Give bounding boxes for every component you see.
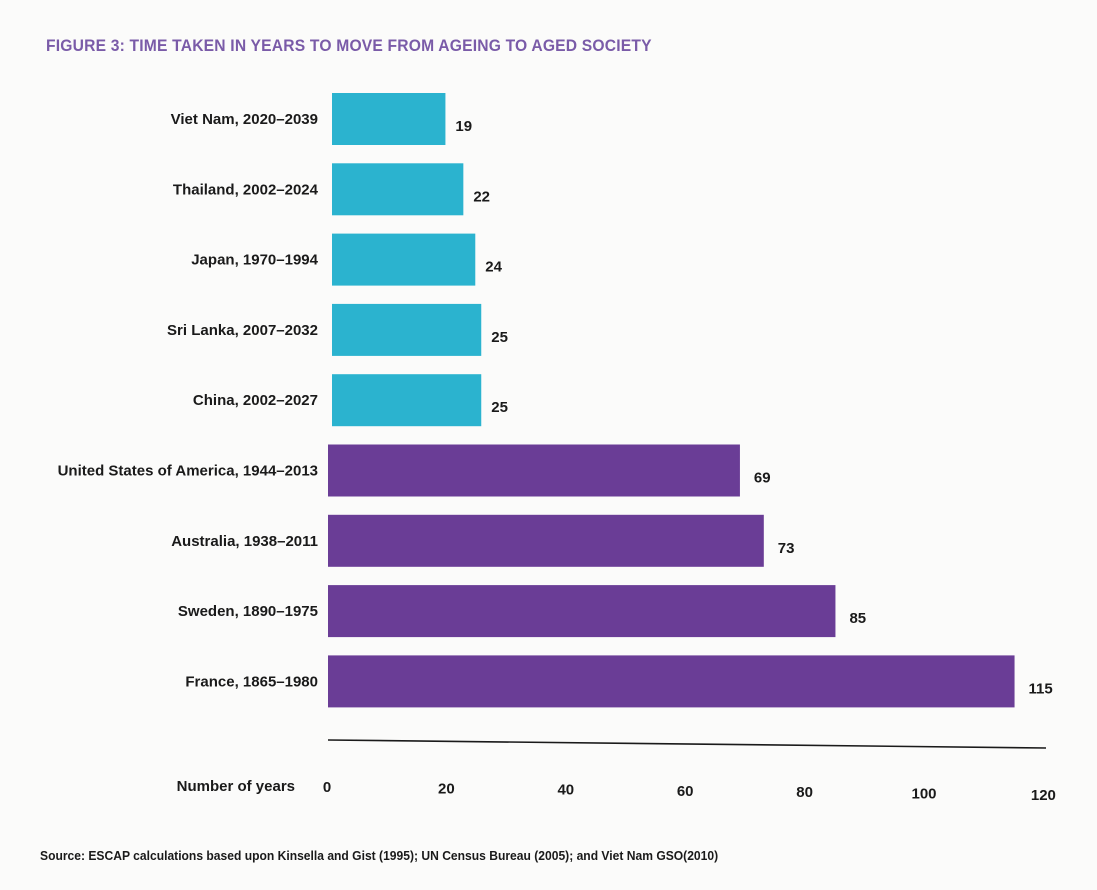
bar-2: [332, 163, 464, 216]
value-labels-group: 19 22 24 25 25 69 73 85 115: [455, 118, 1052, 697]
value-label-1: 19: [455, 118, 472, 135]
bar-6: [328, 444, 740, 497]
x-axis-line: [327, 739, 1047, 749]
category-label-3: Japan, 1970–1994: [191, 252, 318, 269]
category-label-4: Sri Lanka, 2007–2032: [167, 322, 318, 339]
x-tick-label-40: 40: [557, 782, 574, 799]
value-label-7: 73: [778, 540, 795, 557]
x-tick-label-60: 60: [677, 783, 694, 800]
bar-4: [332, 303, 482, 356]
bar-5: [332, 374, 482, 427]
x-tick-label-100: 100: [911, 786, 936, 803]
category-label-9: France, 1865–1980: [185, 673, 318, 690]
x-tick-label-20: 20: [438, 780, 455, 797]
category-label-7: Australia, 1938–2011: [171, 533, 318, 550]
bar-7: [328, 514, 764, 567]
bar-3: [332, 233, 476, 286]
value-label-8: 85: [849, 610, 866, 627]
category-labels-group: Viet Nam, 2020–2039 Thailand, 2002–2024 Ja…: [58, 111, 319, 690]
category-label-1: Viet Nam, 2020–2039: [171, 111, 318, 128]
value-label-3: 24: [485, 259, 502, 276]
bar-8: [328, 585, 836, 638]
bar-1: [332, 93, 446, 145]
x-tick-label-120: 120: [1031, 787, 1056, 804]
source-note: Source: ESCAP calculations based upon Ki…: [40, 848, 719, 863]
value-label-5: 25: [491, 399, 508, 416]
value-label-2: 22: [473, 188, 490, 205]
category-label-5: China, 2002–2027: [193, 392, 318, 409]
bar-9: [328, 655, 1015, 708]
bars-group: [328, 93, 1015, 708]
category-label-2: Thailand, 2002–2024: [173, 181, 319, 198]
x-axis-title: Number of years: [177, 778, 295, 795]
value-label-4: 25: [491, 329, 508, 346]
bar-chart: Viet Nam, 2020–2039 Thailand, 2002–2024 Ja…: [58, 93, 1056, 804]
category-label-8: Sweden, 1890–1975: [178, 603, 318, 620]
value-label-9: 115: [1029, 680, 1053, 697]
chart-title: FIGURE 3: TIME TAKEN IN YEARS TO MOVE FR…: [46, 36, 652, 55]
x-tick-label-80: 80: [796, 784, 813, 801]
value-label-6: 69: [754, 470, 771, 487]
x-tick-labels-group: 0 20 40 60 80 100 120: [323, 779, 1056, 804]
x-tick-label-0: 0: [323, 779, 331, 796]
category-label-6: United States of America, 1944–2013: [58, 463, 318, 480]
